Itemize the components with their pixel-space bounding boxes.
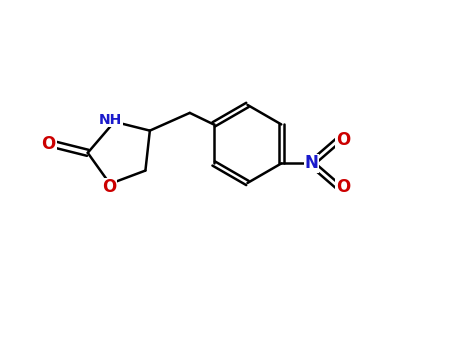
Text: NH: NH [99, 113, 122, 127]
Text: O: O [336, 178, 350, 196]
Text: O: O [41, 135, 56, 153]
Text: N: N [304, 154, 318, 173]
Text: O: O [102, 178, 116, 196]
Text: O: O [336, 131, 350, 148]
